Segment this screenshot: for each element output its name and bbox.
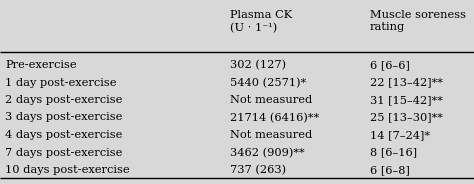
Text: 14 [7–24]*: 14 [7–24]*	[370, 130, 430, 140]
Text: 737 (263): 737 (263)	[230, 165, 286, 175]
Text: 22 [13–42]**: 22 [13–42]**	[370, 77, 443, 88]
Text: Plasma CK
(U · 1⁻¹): Plasma CK (U · 1⁻¹)	[230, 10, 292, 33]
Text: Not measured: Not measured	[230, 95, 312, 105]
Text: 31 [15–42]**: 31 [15–42]**	[370, 95, 443, 105]
Text: 6 [6–8]: 6 [6–8]	[370, 165, 410, 175]
Text: 6 [6–6]: 6 [6–6]	[370, 60, 410, 70]
Text: 8 [6–16]: 8 [6–16]	[370, 148, 417, 158]
Text: 5440 (2571)*: 5440 (2571)*	[230, 77, 306, 88]
Text: 3462 (909)**: 3462 (909)**	[230, 148, 305, 158]
Text: 7 days post-exercise: 7 days post-exercise	[5, 148, 122, 158]
Text: Pre-exercise: Pre-exercise	[5, 60, 77, 70]
Text: 10 days post-exercise: 10 days post-exercise	[5, 165, 129, 175]
Text: 3 days post-exercise: 3 days post-exercise	[5, 112, 122, 123]
Text: 1 day post-exercise: 1 day post-exercise	[5, 77, 117, 88]
Text: 21714 (6416)**: 21714 (6416)**	[230, 112, 319, 123]
Text: 25 [13–30]**: 25 [13–30]**	[370, 112, 443, 123]
Text: 302 (127): 302 (127)	[230, 60, 286, 70]
Text: 2 days post-exercise: 2 days post-exercise	[5, 95, 122, 105]
Text: Not measured: Not measured	[230, 130, 312, 140]
Text: 4 days post-exercise: 4 days post-exercise	[5, 130, 122, 140]
Text: Muscle soreness
rating: Muscle soreness rating	[370, 10, 466, 32]
